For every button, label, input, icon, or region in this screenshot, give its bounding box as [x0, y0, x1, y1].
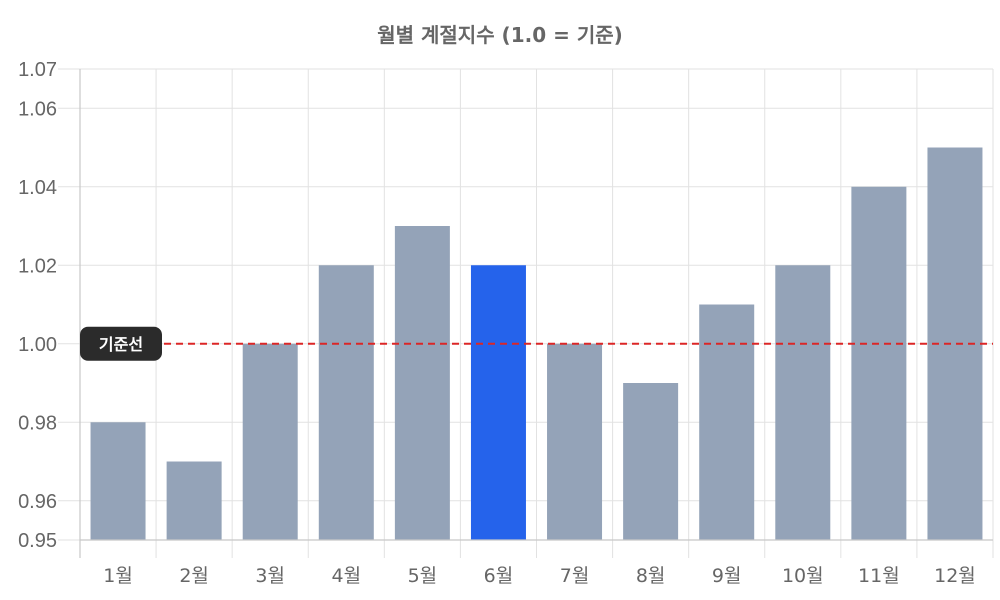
- bars: [90, 147, 983, 540]
- bar-highlighted: [470, 265, 526, 540]
- bar: [166, 461, 222, 540]
- y-tick-label: 0.98: [18, 412, 57, 434]
- bar: [851, 186, 907, 540]
- reference-line-label: 기준선: [99, 335, 143, 354]
- reference-line-group: 기준선: [80, 326, 993, 361]
- x-tick-label: 9월: [712, 565, 742, 587]
- x-axis-ticks: 1월 2월 3월 4월 5월 6월 7월 8월 9월 10월 11월 12월: [103, 565, 976, 587]
- y-tick-label: 1.07: [18, 59, 57, 81]
- x-tick-label: 6월: [484, 565, 514, 587]
- y-tick-label: 1.04: [18, 177, 57, 199]
- x-tick-label: 5월: [408, 565, 438, 587]
- bar: [394, 226, 450, 540]
- x-tick-label: 3월: [255, 565, 285, 587]
- x-tick-label: 10월: [782, 565, 824, 587]
- bar: [775, 265, 831, 540]
- x-tick-label: 11월: [858, 565, 900, 587]
- x-tick-label: 4월: [332, 565, 362, 587]
- x-tick-label: 7월: [560, 565, 590, 587]
- reference-line-label-badge: [80, 326, 162, 361]
- x-tick-label: 12월: [934, 565, 976, 587]
- y-axis-ticks: 0.95 0.96 0.98 1.00 1.02 1.04 1.06 1.07: [18, 59, 57, 552]
- x-tick-label: 1월: [103, 565, 133, 587]
- y-tick-label: 1.00: [18, 334, 57, 356]
- x-tick-label: 2월: [179, 565, 209, 587]
- chart-title: 월별 계절지수 (1.0 = 기준): [377, 23, 623, 47]
- bar: [242, 343, 298, 540]
- axes: [79, 69, 993, 558]
- bar: [90, 422, 146, 540]
- x-tick-label: 8월: [636, 565, 666, 587]
- y-tick-label: 0.96: [18, 491, 57, 513]
- y-tick-label: 0.95: [18, 530, 57, 552]
- bar: [699, 304, 755, 540]
- y-tick-label: 1.06: [18, 98, 57, 120]
- y-tick-label: 1.02: [18, 255, 57, 277]
- bar: [623, 383, 679, 540]
- bar: [547, 343, 603, 540]
- bar: [318, 265, 374, 540]
